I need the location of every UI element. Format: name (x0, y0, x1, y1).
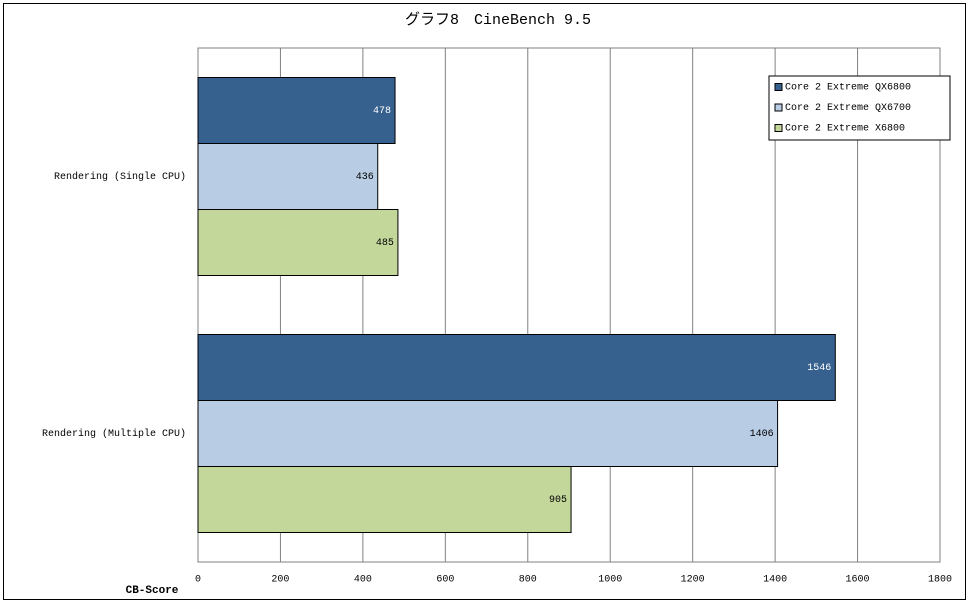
value-label: 905 (549, 495, 567, 506)
x-tick-label: 200 (271, 575, 289, 586)
legend-label: Core 2 Extreme X6800 (785, 124, 905, 135)
x-axis-label: CB-Score (126, 585, 179, 597)
x-tick-label: 1400 (763, 575, 787, 586)
bar (197, 400, 779, 467)
x-tick-label: 1600 (846, 575, 870, 586)
bar (197, 334, 836, 401)
value-label: 485 (376, 238, 394, 249)
value-label: 1546 (807, 363, 831, 374)
x-tick-label: 0 (195, 575, 201, 586)
bar (197, 77, 396, 144)
y-tick-label: Rendering (Single CPU) (54, 171, 186, 183)
legend-swatch (774, 83, 783, 91)
x-tick-label: 1800 (928, 575, 952, 586)
x-tick-label: 1000 (598, 575, 622, 586)
legend-label: Core 2 Extreme QX6700 (785, 103, 911, 114)
x-tick-label: 1200 (681, 575, 705, 586)
value-label: 436 (356, 172, 374, 183)
x-tick-label: 600 (436, 575, 454, 586)
x-tick-label: 400 (354, 575, 372, 586)
x-tick-label: 800 (519, 575, 537, 586)
legend-swatch (774, 124, 783, 132)
legend-swatch (774, 103, 783, 112)
legend-box (768, 75, 951, 141)
value-label: 1406 (750, 429, 774, 440)
value-label: 478 (373, 106, 391, 117)
legend-label: Core 2 Extreme QX6800 (785, 83, 911, 94)
y-tick-label: Rendering (Multiple CPU) (42, 428, 186, 440)
chart-title: グラフ8 CineBench 9.5 (405, 11, 591, 29)
bar (197, 209, 399, 276)
bar (197, 143, 379, 210)
bar (197, 466, 572, 533)
